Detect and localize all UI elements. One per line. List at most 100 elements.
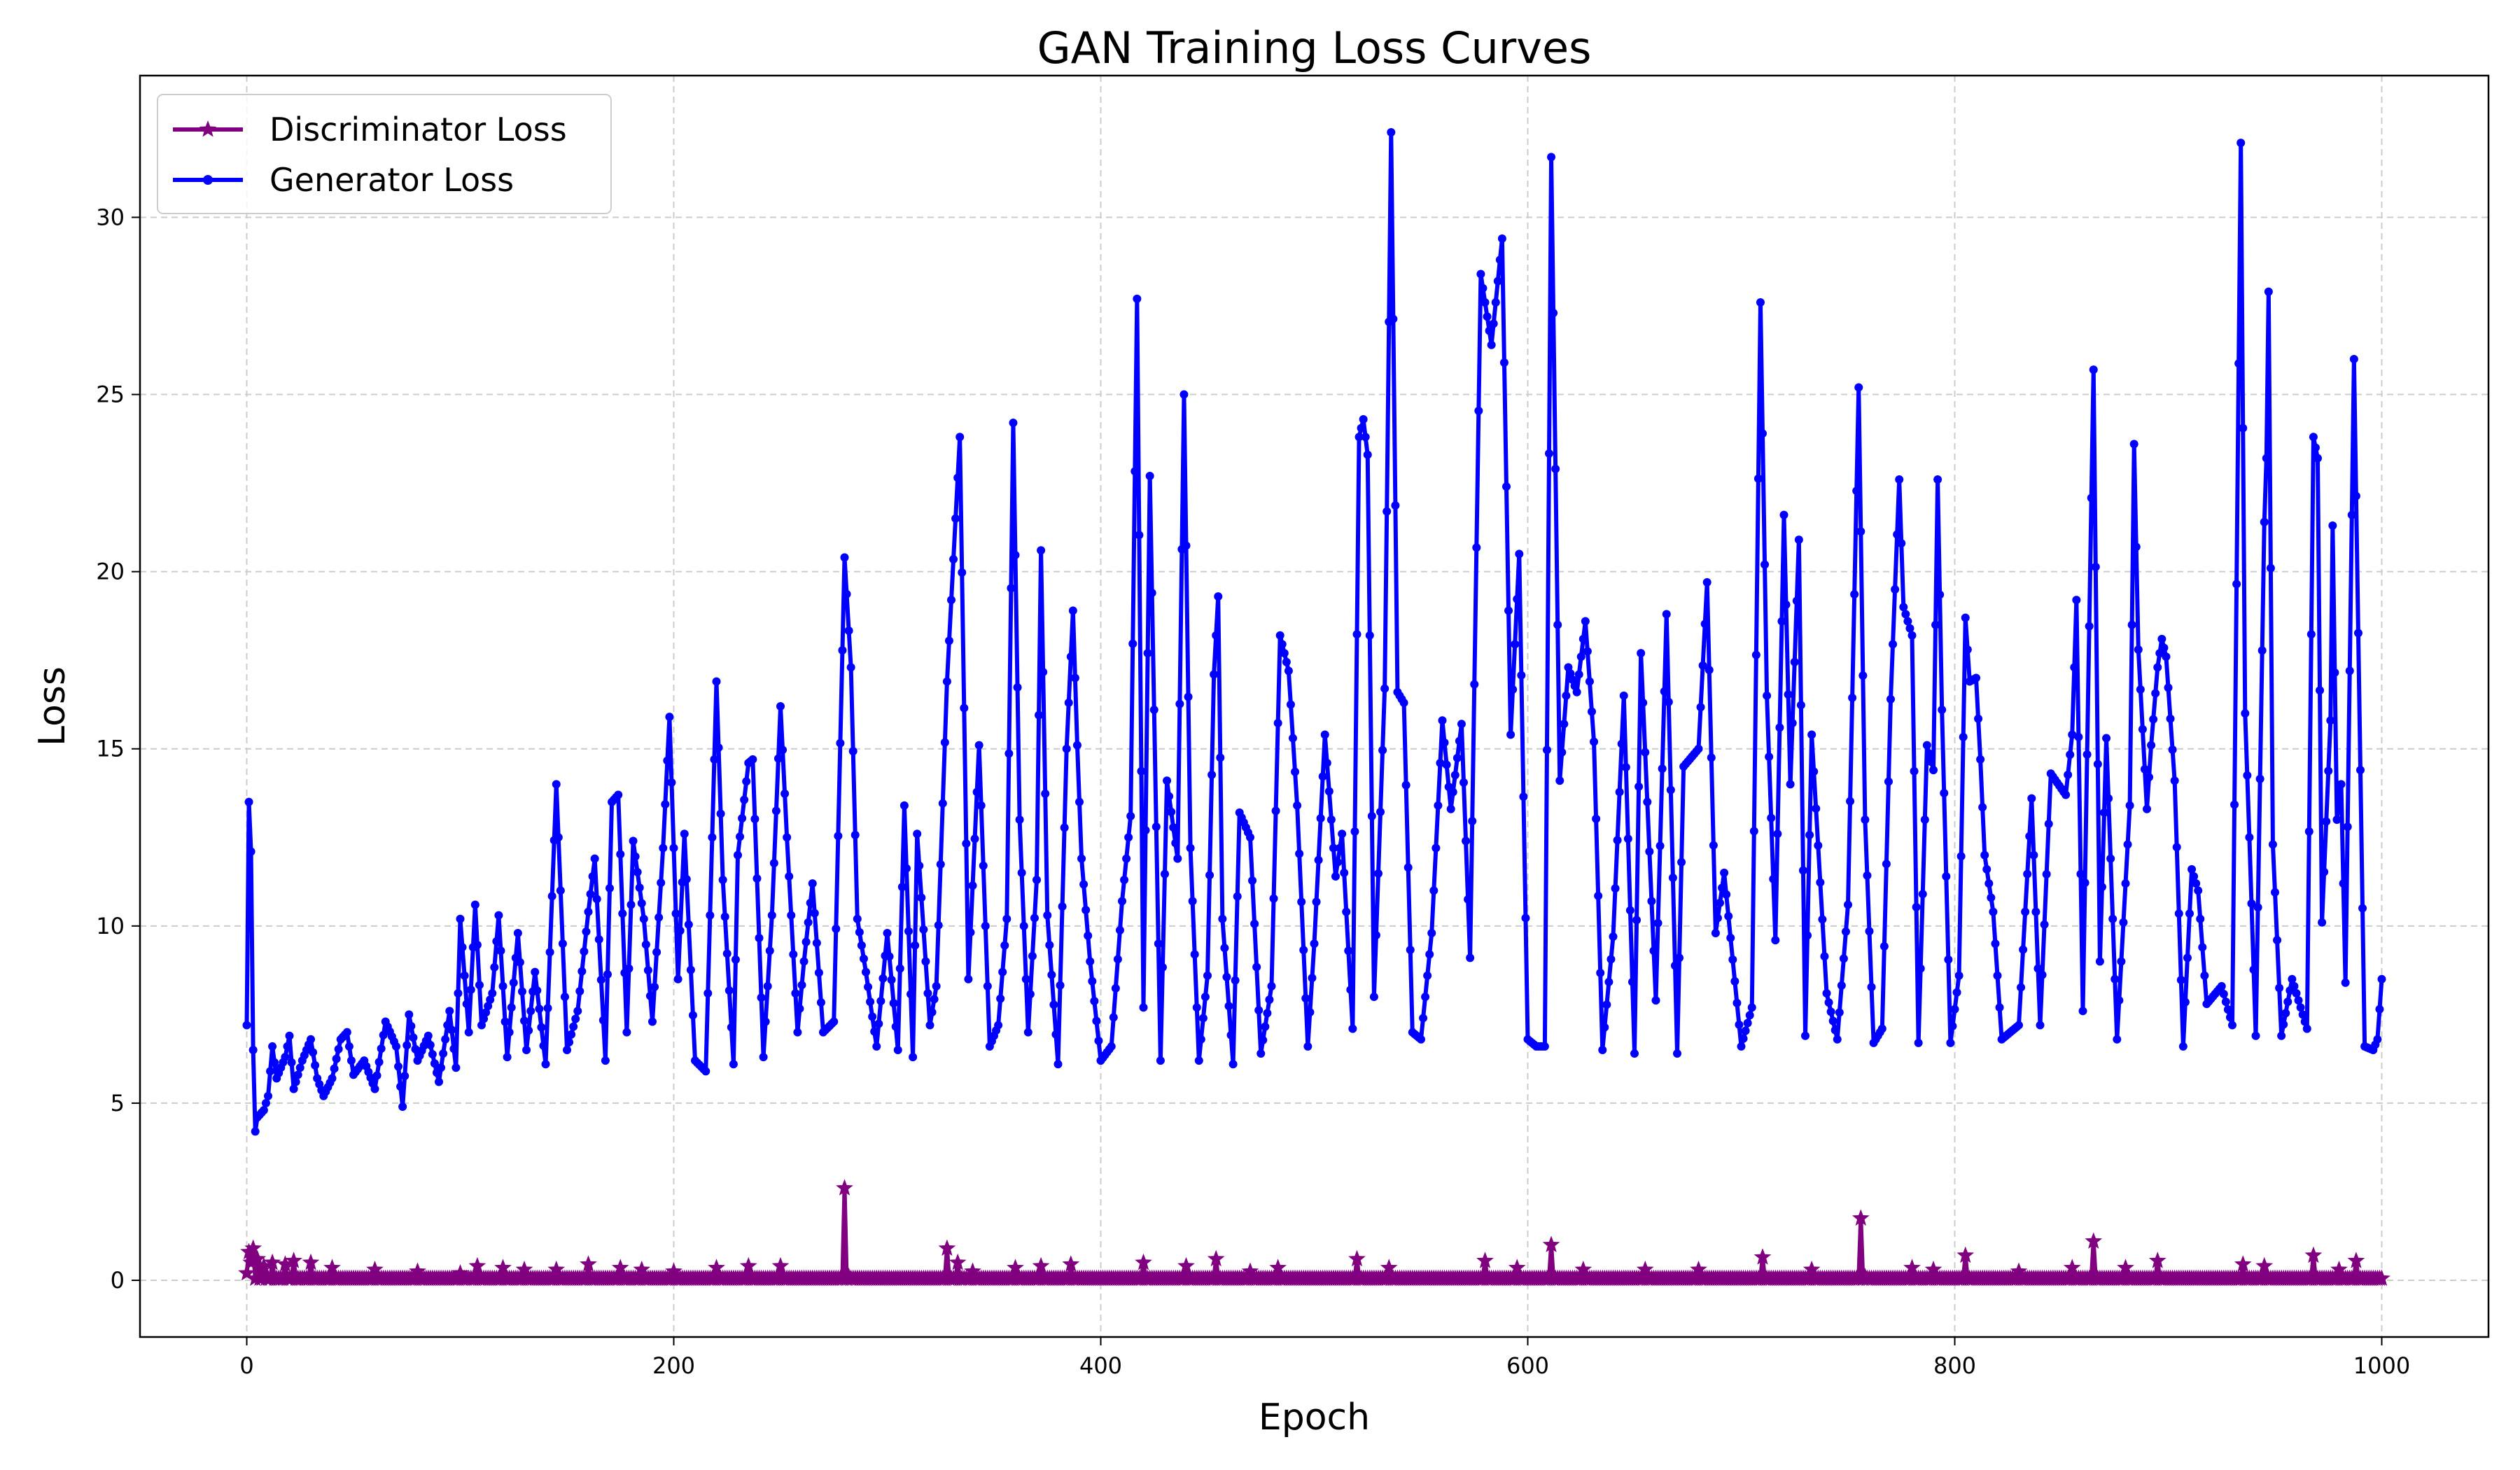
data-point [1404,863,1413,872]
data-point [2085,622,2094,631]
data-point [2300,1017,2309,1026]
data-point [1120,876,1129,885]
data-point [1374,869,1382,878]
data-point [816,998,825,1007]
data-point [1698,661,1707,670]
data-point [676,926,685,935]
data-point [2023,869,2032,878]
data-point [366,1260,384,1278]
data-point [285,1031,294,1040]
data-point [2304,1246,2323,1264]
data-point [490,962,499,972]
data-point [1336,844,1345,853]
data-point [517,987,526,996]
data-point [923,989,932,998]
data-point [2275,983,2284,993]
data-point [1540,1042,1549,1051]
data-point [1839,954,1848,963]
data-point [802,937,811,946]
data-point [2100,808,2108,817]
data-point [1935,590,1945,599]
data-point [793,1028,802,1037]
data-point [582,927,591,936]
data-point [1310,939,1319,948]
data-point [955,433,965,442]
data-point [1765,752,1774,762]
data-point [1497,234,1506,243]
data-point [2241,709,2250,718]
data-point [1763,691,1772,700]
data-point [307,1035,315,1044]
data-point [1079,880,1088,889]
data-point [927,1008,937,1017]
data-point [2228,1021,2236,1030]
data-point [1205,871,1214,880]
data-point [1976,755,1985,764]
data-point [2143,804,2151,813]
data-point [2010,1262,2028,1279]
data-point [334,1044,343,1054]
data-point [659,844,668,853]
data-point [2339,879,2348,888]
data-point [1897,539,1906,548]
data-point [1037,546,1046,555]
data-point [1000,941,1009,950]
data-point [1594,891,1603,900]
data-point [468,1256,486,1274]
data-point [1728,955,1737,964]
data-point [1865,927,1874,936]
data-point [1662,610,1671,619]
data-point [1348,1250,1366,1267]
data-point [2104,794,2113,803]
data-point [1387,127,1396,136]
data-point [1790,657,1799,666]
data-point [1359,414,1368,424]
data-point [1107,1042,1116,1051]
data-point [1596,968,1605,977]
x-tick-label: 600 [1506,1352,1549,1379]
data-point [1796,701,1805,710]
data-point [1273,719,1282,728]
data-point [488,989,497,998]
data-point [547,892,556,901]
data-point [291,1077,300,1086]
data-point [1371,930,1380,939]
data-point [2245,833,2254,842]
data-point [515,1260,533,1278]
data-point [844,626,853,636]
data-point [1462,836,1471,846]
data-point [1694,744,1703,753]
data-point [2132,542,2141,552]
data-point [1331,872,1340,881]
data-point [624,964,634,973]
data-point [1574,670,1583,679]
data-point [1284,666,1293,676]
data-point [2356,766,2365,775]
data-point [1128,639,1138,648]
data-point [1470,680,1479,689]
data-point [1045,941,1054,950]
data-point [2349,354,2358,363]
data-point [1600,1023,1609,1032]
data-point [1480,298,1490,307]
data-point [1275,631,1284,640]
data-point [665,1262,682,1279]
data-point [503,1053,512,1062]
data-point [1180,390,1189,399]
data-point [665,713,674,722]
data-point [580,1255,597,1272]
data-point [1455,736,1464,746]
data-point [688,1011,697,1020]
data-point [652,948,662,957]
data-point [1306,1008,1315,1017]
data-point [1805,830,1814,839]
data-point [1542,1236,1560,1252]
data-point [264,1091,272,1100]
data-point [1135,1253,1152,1270]
data-point [1628,977,1637,986]
data-point [242,1021,251,1030]
data-point [1767,813,1776,822]
data-point [513,928,522,937]
data-point [2290,981,2299,990]
data-point [2110,974,2120,983]
